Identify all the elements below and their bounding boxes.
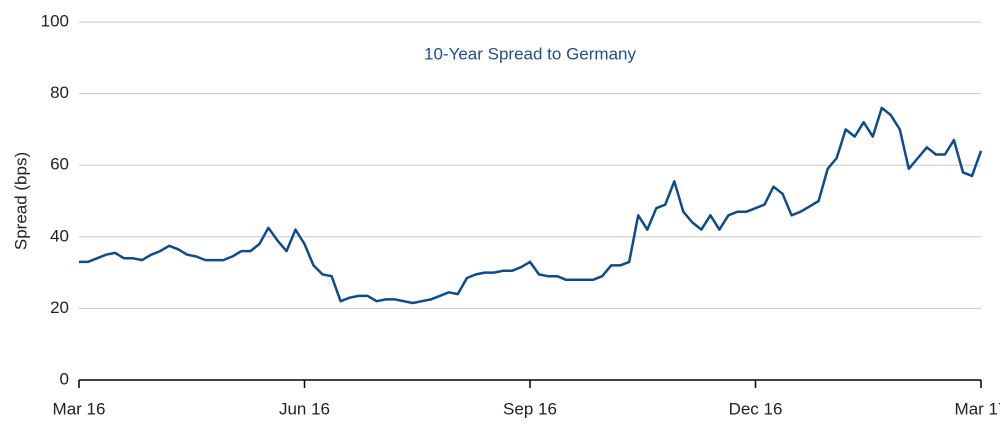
y-tick-label: 0 bbox=[60, 369, 69, 388]
x-tick-label: Dec 16 bbox=[729, 399, 783, 418]
y-tick-label: 60 bbox=[50, 155, 69, 174]
y-tick-label: 20 bbox=[50, 298, 69, 317]
x-tick-label: Mar 16 bbox=[53, 399, 106, 418]
y-tick-label: 40 bbox=[50, 226, 69, 245]
y-tick-label: 80 bbox=[50, 83, 69, 102]
chart-title: 10-Year Spread to Germany bbox=[424, 44, 636, 63]
y-tick-label: 100 bbox=[41, 11, 69, 30]
y-axis-label: Spread (bps) bbox=[11, 152, 30, 250]
x-tick-label: Jun 16 bbox=[279, 399, 330, 418]
x-tick-label: Sep 16 bbox=[503, 399, 557, 418]
x-tick-label: Mar 17 bbox=[955, 399, 1000, 418]
data-line bbox=[79, 106, 983, 305]
